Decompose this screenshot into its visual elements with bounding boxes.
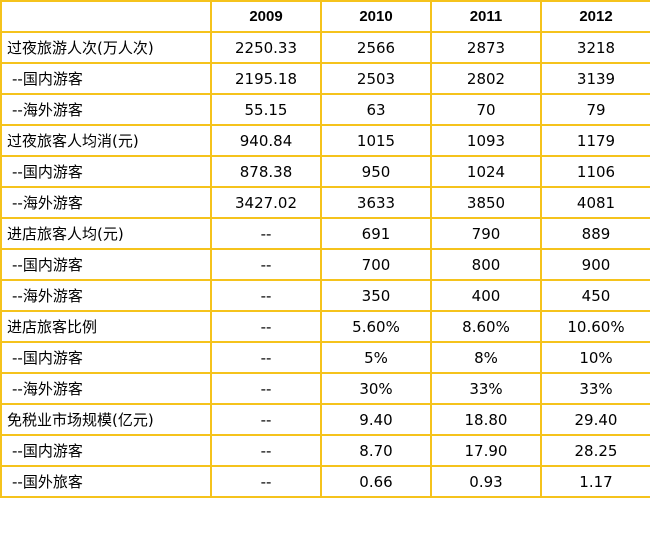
value-cell: 900 [540, 248, 650, 281]
value-cell: 3218 [540, 31, 650, 64]
value-cell: 10.60% [540, 310, 650, 343]
value-cell: 18.80 [430, 403, 542, 436]
value-cell: 79 [540, 93, 650, 126]
value-cell: 10% [540, 341, 650, 374]
value-cell: 33% [430, 372, 542, 405]
table-row: --国内游客 -- 700 800 900 [0, 248, 650, 281]
value-cell: 1.17 [540, 465, 650, 498]
value-cell: -- [210, 372, 322, 405]
row-sublabel: --海外游客 [0, 372, 212, 405]
header-row: 2009 2010 2011 2012 [0, 0, 650, 33]
value-cell: 800 [430, 248, 542, 281]
table-body: 过夜旅游人次(万人次) 2250.33 2566 2873 3218 --国内游客 2195… [0, 31, 650, 498]
value-cell: 400 [430, 279, 542, 312]
table-row: --国内游客 878.38 950 1024 1106 [0, 155, 650, 188]
table-row: --海外游客 55.15 63 70 79 [0, 93, 650, 126]
table-row: --国内游客 -- 8.70 17.90 28.25 [0, 434, 650, 467]
value-cell: -- [210, 248, 322, 281]
table-row: 免税业市场规模(亿元) -- 9.40 18.80 29.40 [0, 403, 650, 436]
table-row: 过夜旅游人次(万人次) 2250.33 2566 2873 3218 [0, 31, 650, 64]
row-sublabel: --国外旅客 [0, 465, 212, 498]
header-cell-year: 2009 [210, 0, 322, 33]
row-sublabel: --国内游客 [0, 434, 212, 467]
value-cell: 8.60% [430, 310, 542, 343]
value-cell: 8.70 [320, 434, 432, 467]
table-row: 进店旅客人均(元) -- 691 790 889 [0, 217, 650, 250]
header-cell-year: 2012 [540, 0, 650, 33]
value-cell: 5% [320, 341, 432, 374]
row-sublabel: --海外游客 [0, 279, 212, 312]
value-cell: 2195.18 [210, 62, 322, 95]
value-cell: -- [210, 403, 322, 436]
value-cell: 1024 [430, 155, 542, 188]
value-cell: 1106 [540, 155, 650, 188]
data-table: 2009 2010 2011 2012 过夜旅游人次(万人次) 2250.33 25… [0, 0, 650, 498]
value-cell: 0.66 [320, 465, 432, 498]
value-cell: 0.93 [430, 465, 542, 498]
table-row: --国外旅客 -- 0.66 0.93 1.17 [0, 465, 650, 498]
value-cell: 17.90 [430, 434, 542, 467]
value-cell: -- [210, 465, 322, 498]
value-cell: 30% [320, 372, 432, 405]
value-cell: 950 [320, 155, 432, 188]
value-cell: 70 [430, 93, 542, 126]
value-cell: 700 [320, 248, 432, 281]
table-row: --海外游客 -- 30% 33% 33% [0, 372, 650, 405]
row-label: 免税业市场规模(亿元) [0, 403, 212, 436]
value-cell: 1015 [320, 124, 432, 157]
row-label: 进店旅客比例 [0, 310, 212, 343]
value-cell: 691 [320, 217, 432, 250]
value-cell: 2503 [320, 62, 432, 95]
row-sublabel: --海外游客 [0, 93, 212, 126]
value-cell: 29.40 [540, 403, 650, 436]
table-row: --国内游客 2195.18 2503 2802 3139 [0, 62, 650, 95]
value-cell: 63 [320, 93, 432, 126]
header-cell-year: 2011 [430, 0, 542, 33]
value-cell: 8% [430, 341, 542, 374]
value-cell: 2873 [430, 31, 542, 64]
value-cell: 790 [430, 217, 542, 250]
table-row: 进店旅客比例 -- 5.60% 8.60% 10.60% [0, 310, 650, 343]
row-label: 过夜旅客人均消(元) [0, 124, 212, 157]
value-cell: -- [210, 279, 322, 312]
value-cell: -- [210, 310, 322, 343]
table-row: --海外游客 3427.02 3633 3850 4081 [0, 186, 650, 219]
value-cell: 3427.02 [210, 186, 322, 219]
value-cell: 3139 [540, 62, 650, 95]
value-cell: 1179 [540, 124, 650, 157]
value-cell: 450 [540, 279, 650, 312]
header-cell-empty [0, 0, 212, 33]
value-cell: 350 [320, 279, 432, 312]
value-cell: 5.60% [320, 310, 432, 343]
value-cell: -- [210, 217, 322, 250]
value-cell: 55.15 [210, 93, 322, 126]
value-cell: 2802 [430, 62, 542, 95]
value-cell: 28.25 [540, 434, 650, 467]
row-sublabel: --国内游客 [0, 62, 212, 95]
row-sublabel: --国内游客 [0, 248, 212, 281]
value-cell: 940.84 [210, 124, 322, 157]
value-cell: 3633 [320, 186, 432, 219]
row-sublabel: --国内游客 [0, 341, 212, 374]
row-label: 进店旅客人均(元) [0, 217, 212, 250]
row-sublabel: --国内游客 [0, 155, 212, 188]
value-cell: 889 [540, 217, 650, 250]
row-label: 过夜旅游人次(万人次) [0, 31, 212, 64]
value-cell: 33% [540, 372, 650, 405]
table-row: --海外游客 -- 350 400 450 [0, 279, 650, 312]
value-cell: 878.38 [210, 155, 322, 188]
table-row: 过夜旅客人均消(元) 940.84 1015 1093 1179 [0, 124, 650, 157]
value-cell: -- [210, 434, 322, 467]
value-cell: 9.40 [320, 403, 432, 436]
value-cell: 2250.33 [210, 31, 322, 64]
value-cell: 2566 [320, 31, 432, 64]
value-cell: 3850 [430, 186, 542, 219]
value-cell: 4081 [540, 186, 650, 219]
header-cell-year: 2010 [320, 0, 432, 33]
row-sublabel: --海外游客 [0, 186, 212, 219]
value-cell: 1093 [430, 124, 542, 157]
value-cell: -- [210, 341, 322, 374]
table-row: --国内游客 -- 5% 8% 10% [0, 341, 650, 374]
